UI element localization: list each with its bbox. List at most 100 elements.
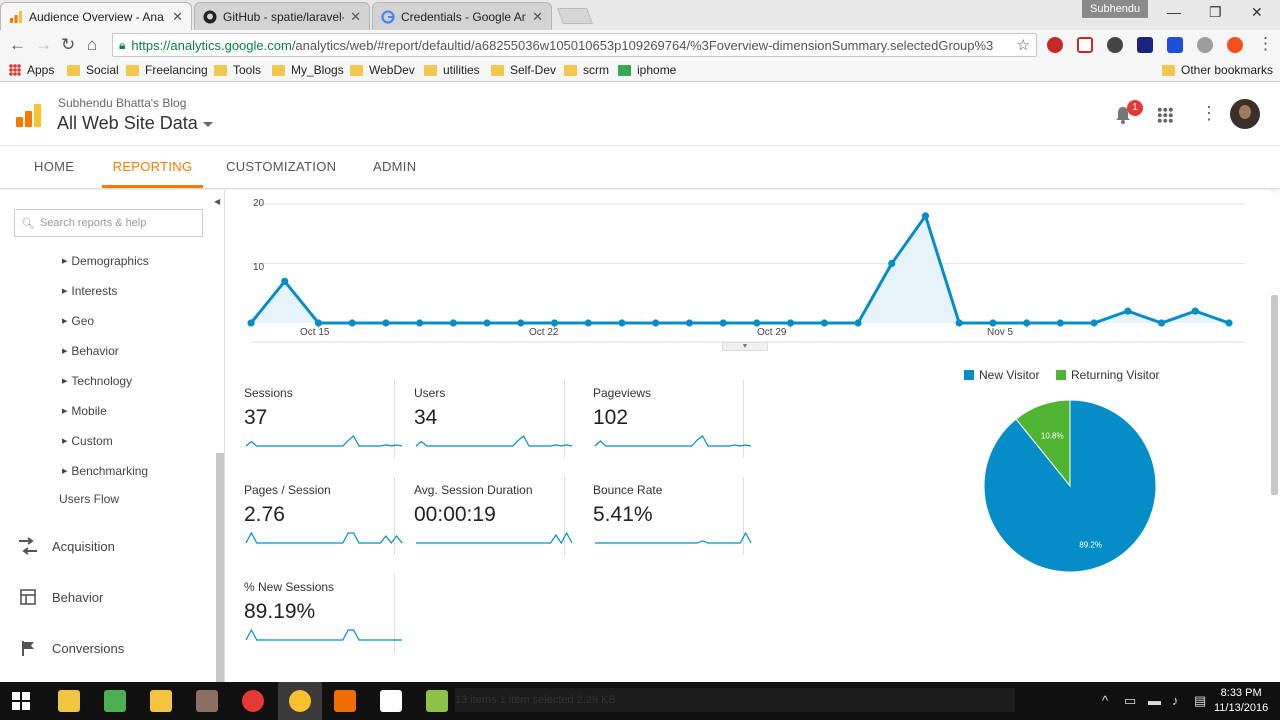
- avatar[interactable]: [1230, 99, 1260, 129]
- sidebar-item-technology[interactable]: ▶ Technology: [62, 374, 133, 388]
- metric-users[interactable]: Users 34: [395, 380, 573, 458]
- expand-triangle-icon: ▶: [62, 378, 68, 385]
- extension-icon[interactable]: [1137, 37, 1153, 53]
- adblock-icon[interactable]: [1047, 37, 1063, 53]
- git-icon[interactable]: [334, 690, 356, 712]
- metric-new-sessions[interactable]: % New Sessions 89.19%: [225, 574, 402, 652]
- search-reports-input[interactable]: 🔍︎ Search reports & help: [14, 209, 203, 237]
- bookmark-folder[interactable]: My_Blogs: [272, 63, 344, 77]
- minimize-icon[interactable]: —: [1167, 4, 1181, 20]
- star-icon[interactable]: ☆: [1016, 37, 1030, 54]
- expand-triangle-icon: ▶: [62, 318, 68, 325]
- close-icon[interactable]: ✕: [172, 8, 183, 24]
- apps-grid-icon[interactable]: [1157, 107, 1173, 123]
- close-window-icon[interactable]: ✕: [1251, 4, 1263, 20]
- sidebar-item-custom[interactable]: ▶ Custom: [62, 434, 113, 448]
- forward-icon[interactable]: →: [35, 35, 52, 54]
- data-point: [820, 319, 828, 327]
- reload-icon[interactable]: ↻: [61, 35, 76, 54]
- behavior-icon: [18, 589, 38, 605]
- profile-name[interactable]: Subhendu: [1082, 0, 1149, 18]
- sidebar-item-benchmarking[interactable]: ▶ Benchmarking: [62, 464, 149, 478]
- app-icon[interactable]: [196, 690, 218, 712]
- sparkline-path: [245, 532, 403, 544]
- bell-icon[interactable]: [1114, 105, 1132, 130]
- chrome-icon[interactable]: [289, 690, 311, 712]
- chevron-up-icon[interactable]: ^: [1102, 693, 1109, 708]
- bookmark-folder[interactable]: scrm: [564, 63, 609, 77]
- tab-credentials[interactable]: Credentials - Google Ana ✕: [372, 2, 552, 30]
- sparkline: [245, 532, 403, 544]
- restore-icon[interactable]: ❐: [1209, 4, 1222, 20]
- gear-icon[interactable]: [1107, 37, 1123, 53]
- action-center-icon[interactable]: ▤: [1194, 693, 1207, 708]
- sidebar-section-acquisition[interactable]: Acquisition: [18, 537, 115, 555]
- sidebar-item-behavior[interactable]: ▶ Behavior: [62, 344, 119, 358]
- address-bar[interactable]: 🔒︎ https://analytics.google.com /analyti…: [112, 33, 1037, 57]
- tab-admin[interactable]: ADMIN: [373, 159, 417, 174]
- volume-icon[interactable]: ♪: [1172, 693, 1179, 708]
- github-icon: [203, 10, 217, 24]
- tab-home[interactable]: HOME: [34, 159, 75, 174]
- tab-audience-overview[interactable]: Audience Overview - Ana ✕: [0, 2, 192, 30]
- extension-icon[interactable]: [1167, 37, 1183, 53]
- legend-returning-visitor[interactable]: Returning Visitor: [1056, 368, 1160, 382]
- metric-avg-session-duration[interactable]: Avg. Session Duration 00:00:19: [395, 477, 573, 555]
- camtasia-icon[interactable]: [380, 690, 402, 712]
- sidebar-section-behavior[interactable]: Behavior: [18, 589, 103, 605]
- metric-bounce-rate[interactable]: Bounce Rate 5.41%: [574, 477, 752, 555]
- metric-sessions[interactable]: Sessions 37: [225, 380, 403, 458]
- battery-icon[interactable]: ▬: [1148, 693, 1161, 708]
- sparkline: [595, 532, 752, 544]
- sidebar-item-mobile[interactable]: ▶ Mobile: [62, 404, 107, 418]
- new-tab-button[interactable]: [557, 8, 593, 24]
- sidebar-item-interests[interactable]: ▶ Interests: [62, 284, 118, 298]
- windows-start-icon[interactable]: [12, 692, 30, 715]
- bookmark-apps[interactable]: Apps: [9, 63, 54, 77]
- google-analytics-logo[interactable]: [16, 103, 42, 134]
- bookmark-folder[interactable]: Tools: [214, 63, 261, 77]
- bookmark-folder[interactable]: utilities: [424, 63, 480, 77]
- bookmark-iphome[interactable]: iphome: [618, 63, 676, 77]
- bookmark-other[interactable]: Other bookmarks: [1162, 63, 1273, 77]
- extension-icon[interactable]: [1227, 37, 1243, 53]
- bookmark-folder[interactable]: Social: [67, 63, 119, 77]
- sidebar-scrollbar[interactable]: [216, 453, 224, 682]
- metric-pageviews[interactable]: Pageviews 102: [574, 380, 752, 458]
- back-icon[interactable]: ←: [9, 35, 26, 54]
- data-point: [1056, 319, 1064, 327]
- folder-icon[interactable]: [150, 690, 172, 712]
- extension-icon[interactable]: [1077, 37, 1093, 53]
- metric-pages-per-session[interactable]: Pages / Session 2.76: [225, 477, 403, 555]
- tab-customization[interactable]: CUSTOMIZATION: [226, 159, 337, 174]
- home-icon[interactable]: ⌂: [87, 35, 98, 54]
- page-scrollbar[interactable]: [1271, 295, 1278, 495]
- close-icon[interactable]: ✕: [532, 8, 543, 24]
- network-icon[interactable]: ▭: [1124, 693, 1137, 708]
- camtasia-recorder-icon[interactable]: [426, 690, 448, 712]
- more-options-icon[interactable]: ⋮: [1200, 103, 1218, 123]
- close-icon[interactable]: ✕: [350, 8, 361, 24]
- chart-expand-handle[interactable]: ▼: [722, 342, 768, 351]
- tab-github[interactable]: GitHub - spatie/laravel-a ✕: [194, 2, 370, 30]
- legend-new-visitor[interactable]: New Visitor: [964, 368, 1039, 382]
- chrome-icon[interactable]: [242, 690, 264, 712]
- sparkline: [594, 435, 752, 447]
- sidebar-section-conversions[interactable]: Conversions: [18, 640, 124, 656]
- extension-icon[interactable]: [1197, 37, 1213, 53]
- property-selector[interactable]: All Web Site Data: [57, 113, 213, 134]
- bookmark-folder[interactable]: Self-Dev: [491, 63, 556, 77]
- sidebar-item-demographics[interactable]: ▶ Demographics: [62, 254, 149, 268]
- browser-tab-strip: Audience Overview - Ana ✕ GitHub - spati…: [0, 0, 1280, 30]
- menu-kebab-icon[interactable]: ⋮: [1257, 34, 1274, 53]
- bookmark-folder[interactable]: WebDev: [350, 63, 415, 77]
- data-point: [888, 259, 896, 268]
- file-explorer-icon[interactable]: [58, 690, 80, 712]
- tab-reporting[interactable]: REPORTING: [102, 146, 203, 188]
- taskbar-clock[interactable]: 8:33 PM 11/13/2016: [1214, 686, 1268, 716]
- notepad-icon[interactable]: [104, 690, 126, 712]
- bookmark-folder[interactable]: Freelancing: [126, 63, 208, 77]
- collapse-sidebar-icon[interactable]: ◀: [214, 197, 221, 206]
- sidebar-item-users-flow[interactable]: Users Flow: [59, 492, 120, 506]
- sidebar-item-geo[interactable]: ▶ Geo: [62, 314, 95, 328]
